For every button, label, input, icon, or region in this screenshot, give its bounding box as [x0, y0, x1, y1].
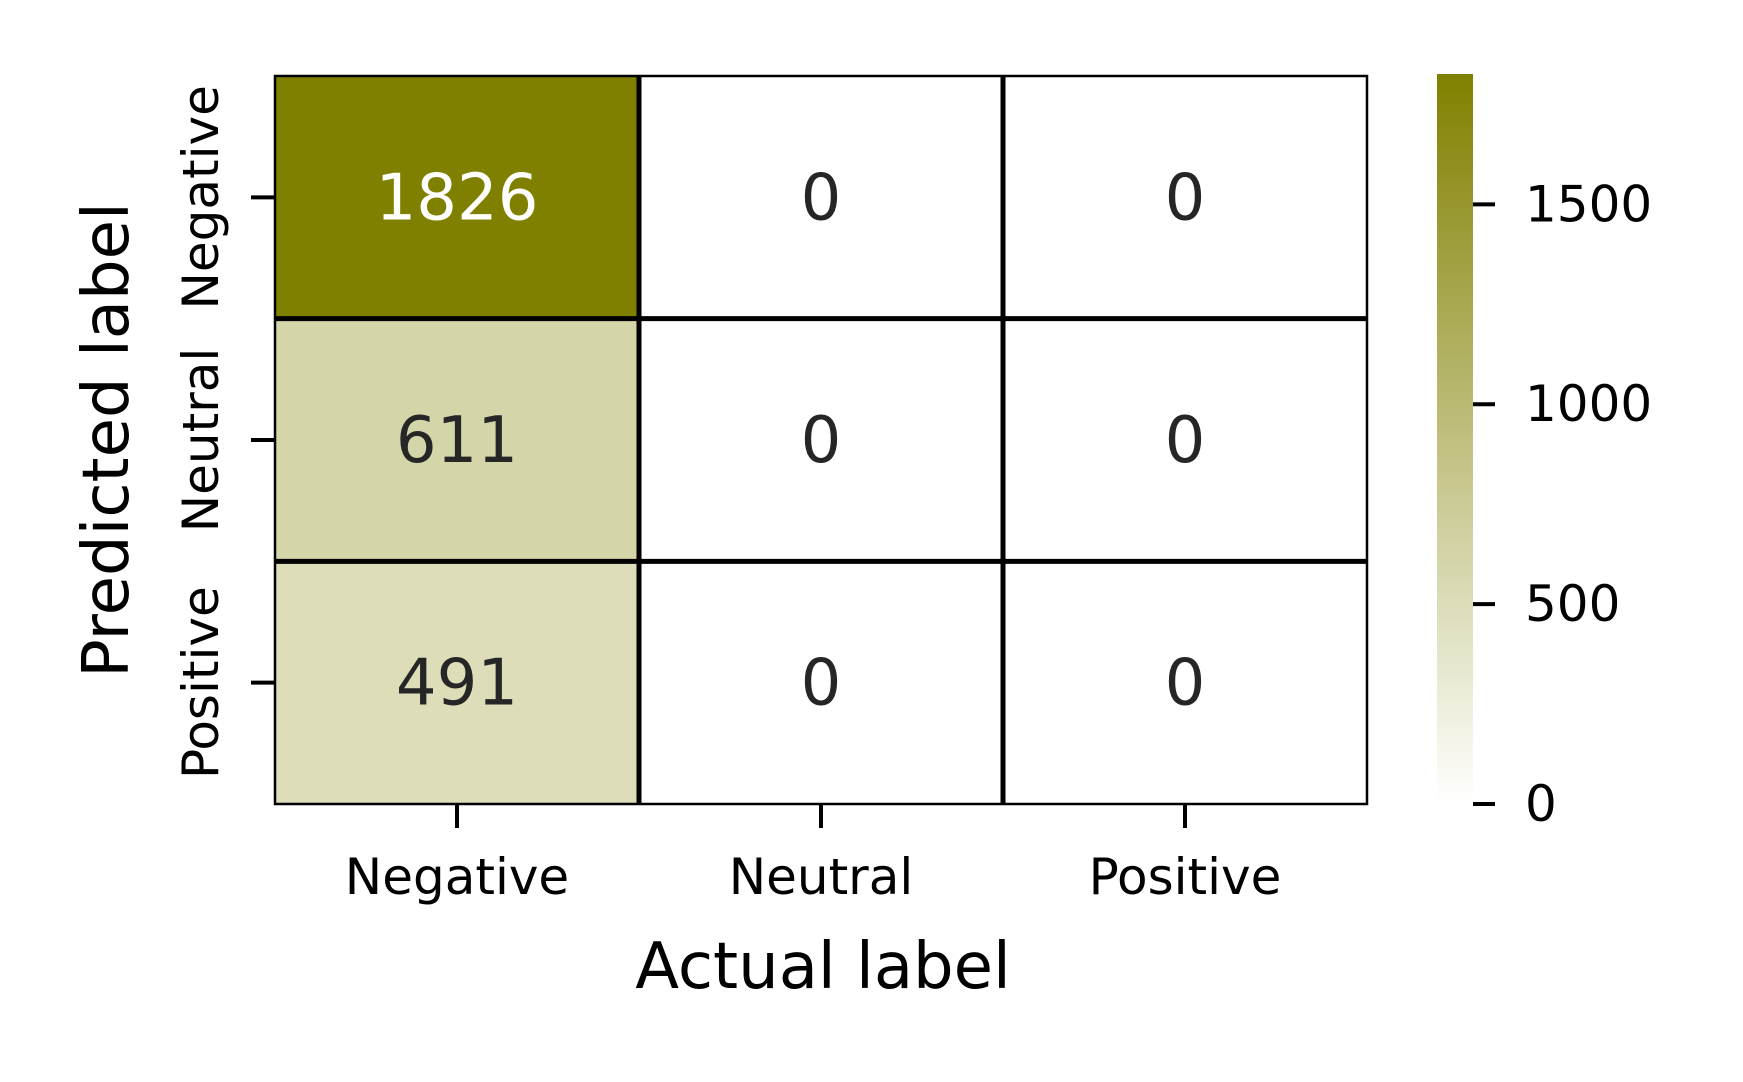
cell-value-label: 0: [1165, 404, 1206, 478]
heatmap-cell: [1003, 561, 1367, 804]
x-tick-label: Neutral: [729, 848, 914, 906]
x-axis: Negative Neutral Positive: [345, 804, 1282, 906]
cell-value-label: 0: [801, 404, 842, 478]
colorbar-tick-label: 500: [1525, 575, 1620, 633]
heatmap-cell: [639, 561, 1003, 804]
y-tick-label: Neutral: [172, 348, 230, 533]
heatmap-cell: [275, 318, 639, 562]
cell-annotations: 1826 0 0 611 0 0 491 0 0: [376, 161, 1206, 720]
cell-value-label: 491: [396, 647, 518, 721]
y-tick-label: Negative: [172, 85, 230, 309]
y-tick-label: Positive: [172, 586, 230, 779]
cell-value-label: 0: [1165, 161, 1206, 235]
x-tick-label: Positive: [1089, 848, 1282, 906]
heatmap-cell: [639, 318, 1003, 562]
heatmap-cell: [275, 76, 639, 319]
heatmap-cell: [1003, 76, 1367, 319]
cell-value-label: 1826: [376, 161, 539, 235]
heatmap-cells: [275, 76, 1367, 804]
heatmap-cell: [1003, 318, 1367, 562]
x-tick-label: Negative: [345, 848, 569, 906]
y-axis: Negative Neutral Positive: [172, 85, 275, 779]
colorbar-tick-label: 1500: [1525, 175, 1652, 233]
cell-value-label: 611: [396, 404, 518, 478]
heatmap-cell: [275, 561, 639, 804]
colorbar: 0 500 1000 1500: [1437, 74, 1652, 833]
cell-value-label: 0: [801, 161, 842, 235]
cell-value-label: 0: [1165, 647, 1206, 721]
colorbar-gradient: [1437, 74, 1473, 804]
cell-value-label: 0: [801, 647, 842, 721]
colorbar-tick-label: 1000: [1525, 375, 1652, 433]
x-axis-label: Actual label: [635, 930, 1011, 1004]
colorbar-tick-label: 0: [1525, 775, 1557, 833]
heatmap-cell: [639, 76, 1003, 319]
y-axis-label: Predicted label: [70, 202, 144, 678]
